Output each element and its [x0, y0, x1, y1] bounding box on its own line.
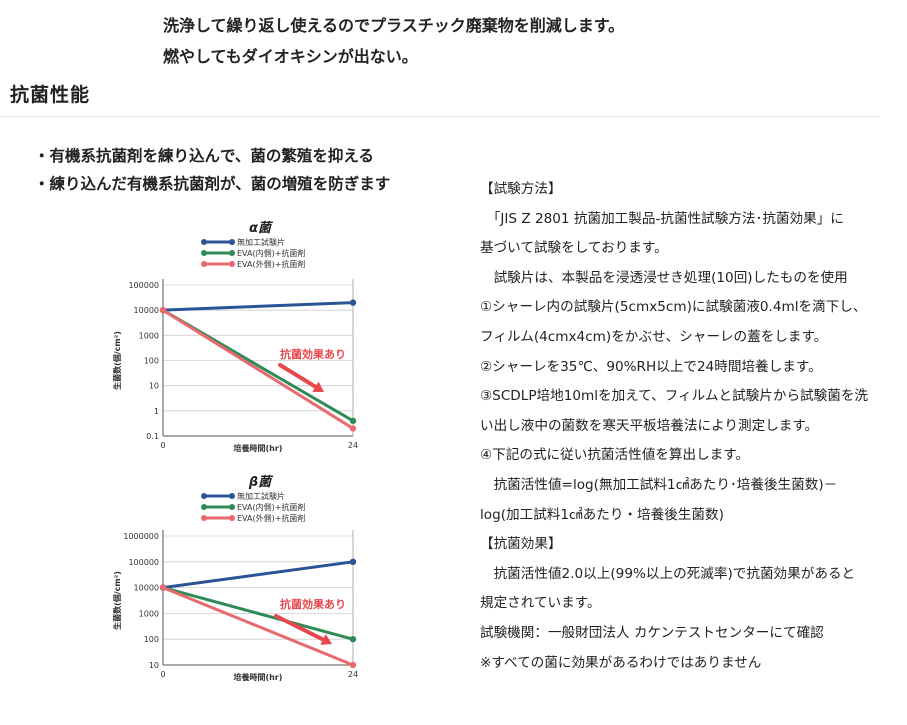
method-line: 「JIS Z 2801 抗菌加工製品-抗菌性試験方法･抗菌効果」に [480, 210, 844, 227]
method-line: 基づいて試験をしております。 [480, 240, 668, 257]
y-tick-label: 100000 [128, 558, 159, 567]
divider [0, 116, 880, 117]
intro-line: 燃やしてもダイオキシンが出ない。 [163, 47, 418, 66]
method-line: い出し液中の菌数を寒天平板培養法により測定します。 [480, 417, 819, 434]
method-line: 【試験方法】 [480, 181, 562, 197]
annotation-arrow-shaft [278, 363, 318, 389]
y-axis-label: 生菌数(個/cm²) [112, 571, 122, 630]
data-point [349, 299, 357, 306]
x-tick-label: 24 [348, 441, 358, 450]
alpha-chart: α菌 無加工試験片 EVA(内側)+抗菌剤 EVA(外側)+抗菌剤 100000 1000… [108, 212, 370, 453]
method-line: log(加工試料1㎠あたり・培養後生菌数) [480, 506, 724, 523]
data-point [349, 636, 357, 643]
legend-marker [201, 261, 207, 267]
legend-label: 無加工試験片 [237, 491, 285, 501]
y-tick-label: 100000 [128, 281, 159, 290]
series-line [162, 560, 354, 590]
x-axis-label: 培養時間(hr) [234, 672, 283, 682]
legend-marker [201, 250, 207, 256]
y-tick-label: 10000 [134, 584, 159, 593]
beta-chart: β菌 無加工試験片 EVA(内側)+抗菌剤 EVA(外側)+抗菌剤 1000000 100… [108, 466, 370, 706]
annotation-label: 抗菌効果あり [280, 597, 346, 611]
method-line: 試験機関：一般財団法人 カケンテストセンターにて確認 [480, 624, 824, 641]
legend-marker [201, 504, 207, 510]
feature-item: ・有機系抗菌剤を練り込んで、菌の繁殖を抑える [34, 147, 374, 165]
beta-chart-svg: β菌無加工試験片EVA(内側)+抗菌剤EVA(外側)+抗菌剤1000000100… [112, 472, 358, 682]
y-tick-label: 100 [144, 635, 159, 644]
data-point [349, 417, 357, 425]
y-tick-label: 1000 [139, 609, 159, 618]
legend-label: EVA(内側)+抗菌剤 [237, 502, 305, 512]
y-tick-label: 10000 [134, 306, 159, 315]
feature-item: ・練り込んだ有機系抗菌剤が、菌の増殖を防ぎます [34, 175, 391, 193]
chart-title-box [236, 218, 284, 235]
y-tick-label: 1000000 [123, 532, 159, 541]
legend-marker [229, 515, 235, 521]
legend-marker [229, 493, 235, 499]
feature-list: ・有機系抗菌剤を練り込んで、菌の繁殖を抑える ・練り込んだ有機系抗菌剤が、菌の増… [34, 142, 390, 198]
legend-marker [201, 515, 207, 521]
method-line: 試験片は、本製品を浸透浸せき処理(10回)したものを使用 [480, 269, 848, 286]
annotation-arrow-shaft [274, 614, 326, 642]
series-line [162, 586, 354, 667]
method-line: 【抗菌効果】 [480, 536, 562, 553]
y-tick-label: 10 [149, 661, 159, 670]
intro-line: 洗浄して繰り返し使えるのでプラスチック廃棄物を削減します。 [163, 16, 625, 35]
method-line: ②シャーレを35℃、90%RH以上で24時間培養します。 [480, 358, 822, 375]
series-line [162, 308, 354, 430]
legend-label: EVA(内側)+抗菌剤 [237, 248, 305, 258]
method-line: ①シャーレ内の試験片(5cmx5cm)に試験菌液0.4mlを滴下し、 [480, 299, 867, 316]
method-line: 規定されています。 [480, 595, 601, 612]
y-tick-label: 1 [154, 407, 159, 416]
legend-label: EVA(外側)+抗菌剤 [237, 513, 305, 523]
y-tick-label: 1000 [139, 331, 159, 340]
test-method-text: 【試験方法】 「JIS Z 2801 抗菌加工製品-抗菌性試験方法･抗菌効果」に… [480, 175, 905, 678]
data-point [159, 306, 167, 314]
y-tick-label: 100 [144, 357, 159, 366]
chart-title-box [236, 472, 284, 489]
chart-title: β菌 [248, 474, 274, 490]
chart-title: α菌 [249, 220, 274, 236]
legend-marker [229, 261, 235, 267]
y-tick-label: 10 [149, 382, 159, 391]
annotation-label: 抗菌効果あり [280, 347, 346, 361]
section-title: 抗菌性能 [10, 84, 91, 106]
data-point [159, 584, 167, 591]
x-tick-label: 24 [348, 670, 358, 679]
legend-marker [229, 250, 235, 256]
legend-marker [229, 504, 235, 510]
annotation-arrow-head [320, 634, 332, 645]
data-point [349, 558, 357, 565]
method-line: ③SCDLP培地10mlを加えて、フィルムと試験片から試験菌を洗 [480, 388, 869, 405]
data-point [349, 425, 357, 432]
method-line: ※すべての菌に効果があるわけではありません [480, 654, 762, 671]
legend-marker [201, 239, 207, 245]
method-line: 抗菌活性値=log(無加工試料1㎠あたり･培養後生菌数)－ [480, 476, 838, 493]
alpha-chart-svg: α菌無加工試験片EVA(内側)+抗菌剤EVA(外側)+抗菌剤1000001000… [112, 218, 358, 453]
method-line: ④下記の式に従い抗菌活性値を算出します。 [480, 447, 750, 464]
data-point [349, 661, 357, 669]
annotation-arrow-head [312, 381, 324, 392]
y-tick-label: 0.1 [146, 432, 159, 441]
method-line: 抗菌活性値2.0以上(99%以上の死滅率)で抗菌効果があると [480, 565, 856, 582]
method-line: フィルム(4cmx4cm)をかぶせ、シャーレの蓋をします。 [480, 328, 828, 345]
x-axis-label: 培養時間(hr) [234, 443, 283, 453]
x-tick-label: 0 [160, 670, 165, 679]
legend-label: EVA(外側)+抗菌剤 [237, 259, 305, 269]
series-line [162, 586, 354, 641]
legend-marker [201, 493, 207, 499]
legend-marker [229, 239, 235, 245]
intro-text: 洗浄して繰り返し使えるのでプラスチック廃棄物を削減します。 燃やしてもダイオキシ… [163, 10, 624, 72]
series-line [162, 301, 354, 312]
x-tick-label: 0 [160, 441, 165, 450]
y-axis-label: 生菌数(個/cm²) [112, 331, 122, 390]
legend-label: 無加工試験片 [237, 237, 285, 247]
